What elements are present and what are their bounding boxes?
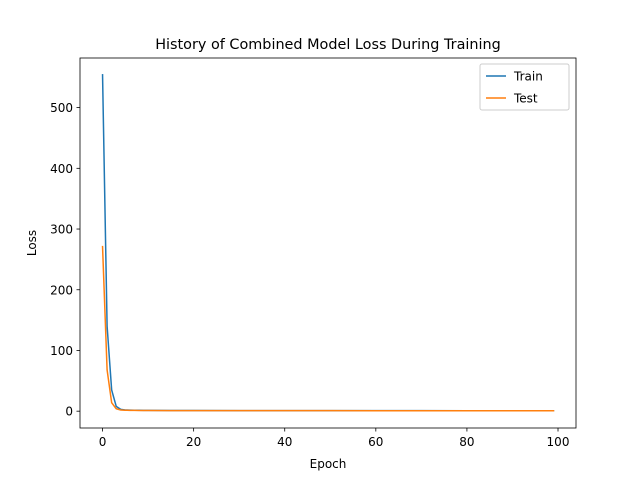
x-tick-label: 0 [99,435,107,449]
y-axis-label: Loss [25,230,39,256]
series-layer [101,74,555,412]
x-tick-label: 20 [186,435,201,449]
x-axis-label: Epoch [310,457,347,471]
y-tick-label: 400 [50,162,73,176]
x-tick-label: 40 [277,435,292,449]
y-axis: 0 100 200 300 400 500 [50,101,80,419]
series-line-train [101,74,555,412]
legend: Train Test [479,63,570,111]
x-tick-label: 60 [368,435,383,449]
y-tick-label: 300 [50,223,73,237]
y-tick-label: 0 [65,405,73,419]
legend-label-train: Train [513,70,543,84]
plot-frame [79,57,577,429]
x-tick-label: 100 [547,435,570,449]
legend-label-test: Test [513,92,538,106]
chart-title: History of Combined Model Loss During Tr… [155,37,501,53]
y-tick-label: 200 [50,283,73,297]
y-tick-label: 500 [50,101,73,115]
y-tick-label: 100 [50,344,73,358]
x-axis: 0 20 40 60 80 100 [99,428,570,449]
x-tick-label: 80 [459,435,474,449]
series-line-test [101,245,555,412]
